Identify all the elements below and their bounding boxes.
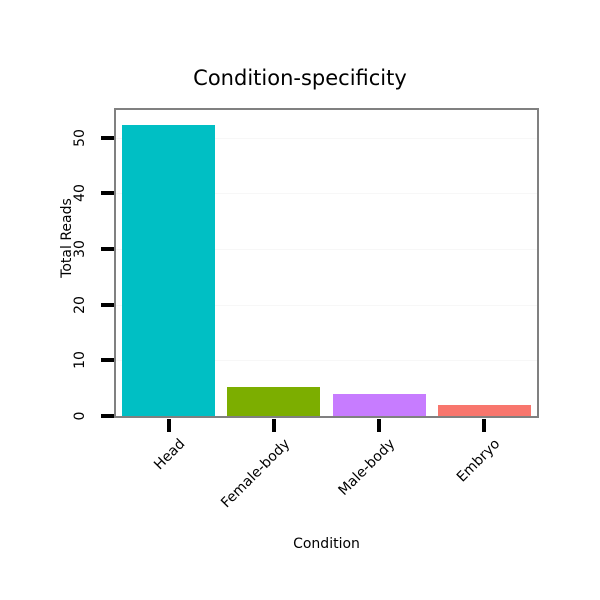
chart-title: Condition-specificity [193, 66, 407, 90]
y-tick-label: 50 [72, 128, 88, 147]
y-tick-mark [101, 135, 114, 140]
x-tick-mark [271, 419, 276, 432]
gridline [116, 416, 537, 417]
gridline [116, 360, 537, 362]
gridline [116, 304, 537, 306]
bar-head[interactable] [122, 125, 216, 416]
y-tick-mark [101, 191, 114, 196]
y-tick-mark [101, 247, 114, 252]
y-tick-mark [101, 414, 114, 418]
x-tick-mark [377, 419, 382, 432]
gridline [116, 249, 537, 251]
panel-inner [116, 110, 537, 416]
y-tick-mark [101, 358, 114, 363]
y-tick-label: 40 [72, 184, 88, 203]
bar-female-body[interactable] [227, 387, 321, 416]
plot-panel [114, 108, 539, 418]
y-tick-label: 30 [72, 240, 88, 258]
x-axis-title: Condition [293, 536, 360, 552]
bar-male-body[interactable] [332, 393, 426, 416]
x-tick-mark [482, 419, 487, 432]
y-tick-mark [101, 302, 114, 307]
y-tick-label: 20 [72, 295, 88, 314]
y-tick-label: 0 [72, 411, 88, 421]
x-tick-mark [166, 419, 171, 432]
bar-embryo[interactable] [437, 405, 531, 416]
y-tick-label: 10 [72, 351, 88, 370]
gridline [116, 137, 537, 139]
gridline [116, 193, 537, 195]
